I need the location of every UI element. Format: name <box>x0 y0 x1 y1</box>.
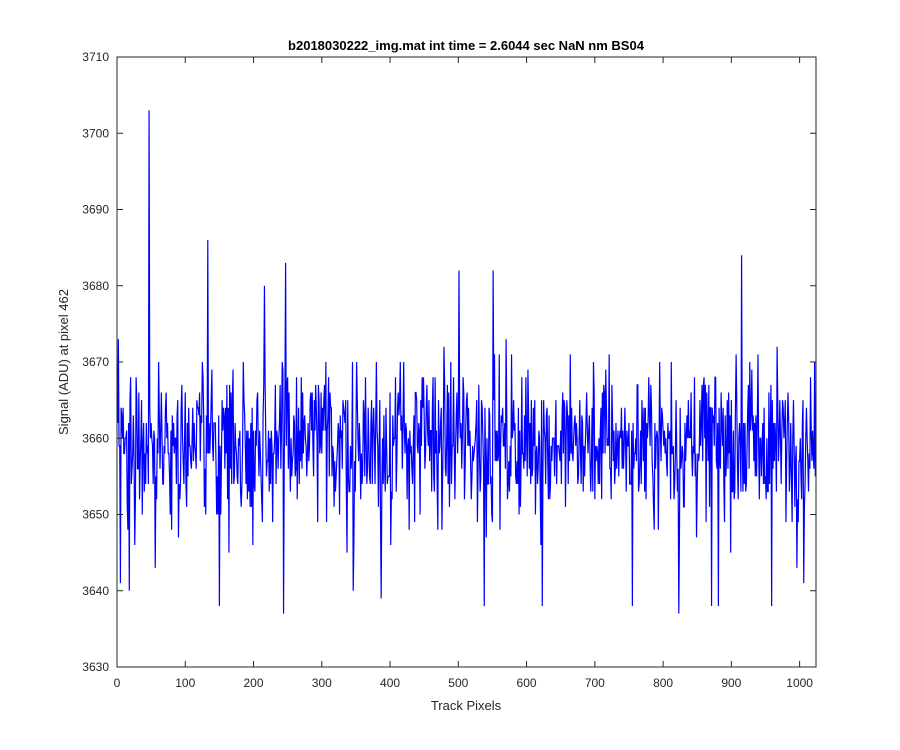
x-tick-label: 600 <box>517 676 537 690</box>
x-tick-label: 500 <box>448 676 468 690</box>
y-tick-label: 3710 <box>82 50 109 64</box>
x-tick-label: 100 <box>175 676 195 690</box>
y-axis: 3630 3640 3650 3660 3670 3680 3690 3700 3710 <box>82 50 816 674</box>
y-tick-label: 3630 <box>82 660 109 674</box>
x-tick-label: 300 <box>312 676 332 690</box>
y-axis-label: Signal (ADU) at pixel 462 <box>56 289 71 435</box>
y-tick-label: 3700 <box>82 126 109 140</box>
plot-background <box>117 57 816 667</box>
x-tick-label: 700 <box>585 676 605 690</box>
y-tick-label: 3680 <box>82 279 109 293</box>
x-tick-label: 1000 <box>786 676 813 690</box>
x-tick-label: 800 <box>653 676 673 690</box>
x-tick-label: 400 <box>380 676 400 690</box>
y-tick-label: 3660 <box>82 431 109 445</box>
y-tick-label: 3670 <box>82 355 109 369</box>
x-tick-label: 200 <box>244 676 264 690</box>
signal-series-line <box>117 110 816 614</box>
x-axis-label: Track Pixels <box>431 698 502 713</box>
y-tick-label: 3640 <box>82 584 109 598</box>
x-tick-label: 0 <box>114 676 121 690</box>
y-tick-label: 3690 <box>82 203 109 217</box>
x-tick-label: 900 <box>721 676 741 690</box>
x-axis: 0 100 200 300 400 500 600 700 800 900 1000 <box>114 57 813 690</box>
plot-area <box>116 56 817 668</box>
chart-title: b2018030222_img.mat int time = 2.6044 se… <box>288 38 645 53</box>
y-tick-label: 3650 <box>82 508 109 522</box>
